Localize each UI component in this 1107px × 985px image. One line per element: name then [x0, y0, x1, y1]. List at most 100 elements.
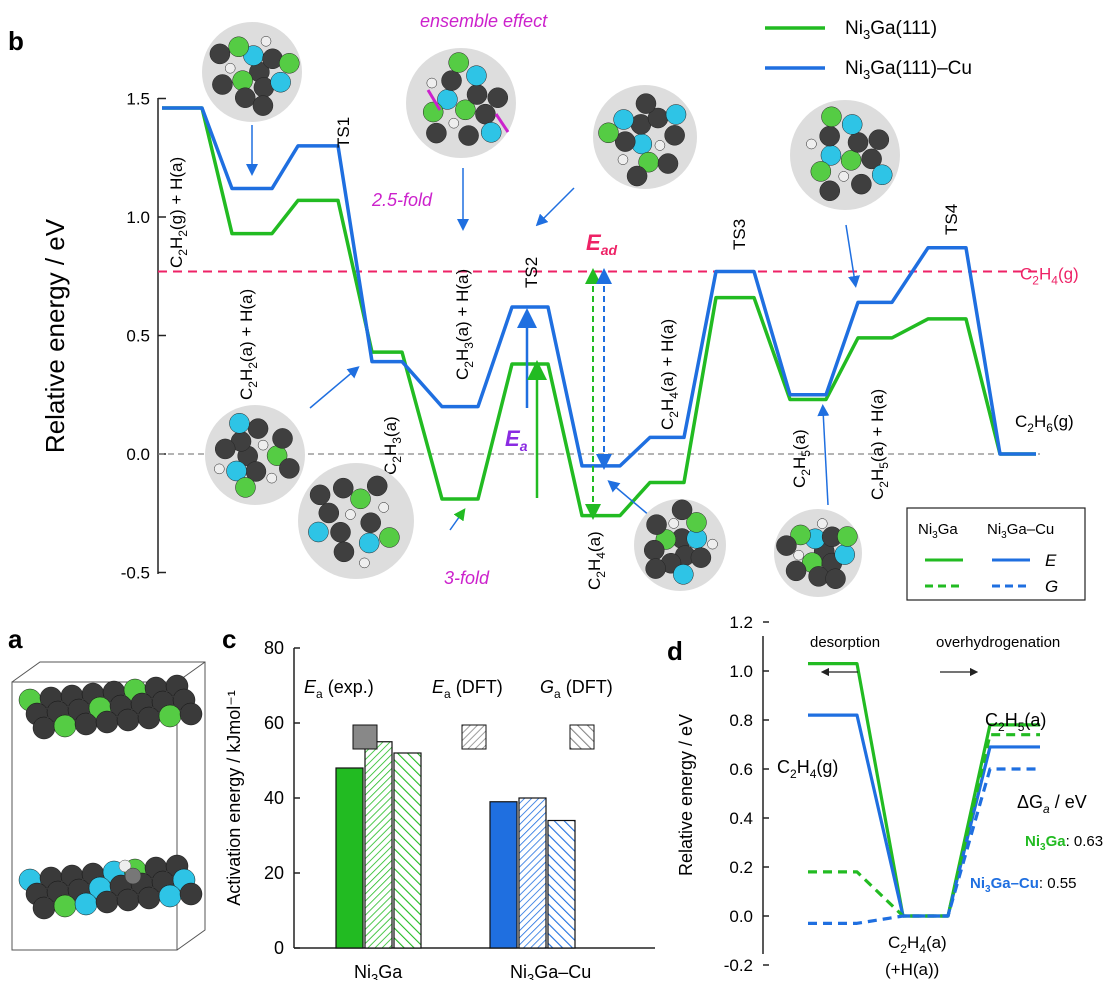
- cell-atom: [116, 888, 140, 912]
- atom: [318, 502, 340, 524]
- cell-box: [11, 681, 178, 951]
- atom: [212, 74, 233, 95]
- d-y-tick-label: 0.6: [729, 760, 753, 779]
- d-desorption-label: desorption: [810, 634, 880, 651]
- atom: [810, 161, 832, 182]
- atom: [614, 131, 636, 152]
- atom: [266, 472, 278, 484]
- legend-box-col1: Ni3Ga: [918, 521, 958, 541]
- c-bar-0-2: [393, 752, 422, 949]
- cell-atom: [137, 706, 161, 730]
- atom: [272, 428, 293, 449]
- atom: [644, 539, 665, 561]
- atom: [426, 122, 447, 144]
- atom: [654, 140, 666, 151]
- legend-box-e: E: [1045, 551, 1057, 570]
- c-bar-1-2: [547, 819, 576, 949]
- label-c2h4a-h: C2H4(a) + H(a): [658, 319, 681, 430]
- d-profile-ni3ga-cu-g: [808, 767, 1040, 925]
- panel-letter-d: d: [667, 636, 683, 666]
- c-y-ticks: 0 20 40 60 80: [264, 638, 300, 958]
- atom: [480, 122, 502, 143]
- atom: [487, 87, 509, 108]
- atom: [455, 99, 476, 121]
- c-y-tick-label: 60: [264, 713, 284, 733]
- atom: [806, 138, 817, 150]
- atom: [664, 125, 685, 146]
- atom: [308, 521, 329, 543]
- atom: [834, 544, 855, 565]
- atom: [214, 438, 236, 460]
- label-ts2: TS2: [522, 257, 541, 288]
- c-category-ni3ga: Ni3Ga: [354, 962, 403, 980]
- ead-label: Ead: [586, 230, 617, 258]
- c-legend-swatch: [569, 724, 595, 750]
- atom: [360, 512, 381, 533]
- atom: [673, 564, 694, 585]
- c-bars: [335, 741, 576, 949]
- atom: [598, 122, 619, 144]
- unit-cell-illustration: [11, 661, 206, 951]
- cell-atom: [32, 716, 56, 740]
- label-c2h5a: C2H5(a): [790, 429, 813, 488]
- label-c2h2a-h: C2H2(a) + H(a): [237, 289, 260, 400]
- atom: [837, 526, 858, 547]
- atom: [422, 101, 444, 123]
- inset-disc: [298, 463, 414, 579]
- c-legend: Ea (exp.) Ea (DFT) Ga (DFT): [304, 677, 613, 750]
- c-bar-1-1: [518, 797, 547, 949]
- d-c2h4a-label: C2H4(a): [888, 933, 947, 956]
- atom: [378, 502, 389, 513]
- label-c2h3a: C2H3(a): [381, 416, 404, 475]
- atom: [366, 475, 388, 497]
- c-bar-1-0: [489, 801, 518, 949]
- label-ts1: TS1: [334, 117, 353, 148]
- atom: [635, 93, 657, 114]
- atom: [790, 524, 811, 546]
- d-ni3ga-cu-value: Ni3Ga–Cu: 0.55: [970, 875, 1076, 895]
- label-c2h4a: C2H4(a): [585, 531, 608, 590]
- atom: [232, 70, 253, 91]
- fold-2-5-label: 2.5-fold: [371, 190, 433, 210]
- atom: [234, 87, 256, 108]
- atom: [228, 36, 249, 58]
- atom: [226, 460, 247, 482]
- structure-inset: [202, 22, 302, 122]
- c-legend-swatch: [461, 724, 487, 750]
- cell-atom: [116, 708, 140, 732]
- legend-box-g: G: [1045, 577, 1058, 596]
- atom: [825, 568, 846, 589]
- cell-atom: [179, 882, 203, 906]
- c-y-tick-label: 0: [274, 938, 284, 958]
- d-overhydrogenation-label: overhydrogenation: [936, 634, 1060, 651]
- atom: [838, 171, 849, 182]
- atom: [279, 458, 300, 479]
- atom: [646, 514, 667, 535]
- atom: [345, 509, 356, 520]
- atom: [665, 104, 687, 125]
- atom: [466, 84, 488, 105]
- d-y-axis-title: Relative energy / eV: [676, 714, 696, 876]
- c-bar-0-1: [364, 741, 393, 949]
- atom: [871, 164, 893, 185]
- atom: [426, 77, 438, 89]
- atom: [359, 557, 370, 569]
- ensemble-arrow: [426, 89, 442, 111]
- atom: [840, 150, 862, 171]
- cell-atom: [53, 714, 77, 738]
- cell-atom: [74, 892, 98, 916]
- atom: [819, 180, 841, 202]
- adsorbate-h: [118, 859, 132, 873]
- cell-atom: [95, 890, 119, 914]
- b-y-tick-label: 1.5: [126, 90, 150, 109]
- label-c2h5a-h: C2H5(a) + H(a): [868, 389, 891, 500]
- atom: [279, 53, 300, 74]
- panel-letter-a: a: [8, 624, 23, 654]
- structure-inset: [593, 85, 697, 189]
- atom: [626, 165, 648, 187]
- d-profile-ni3ga-g: [808, 733, 1040, 918]
- atom: [817, 518, 828, 529]
- b-y-tick-label: 0.5: [126, 327, 150, 346]
- cell-atom: [137, 886, 161, 910]
